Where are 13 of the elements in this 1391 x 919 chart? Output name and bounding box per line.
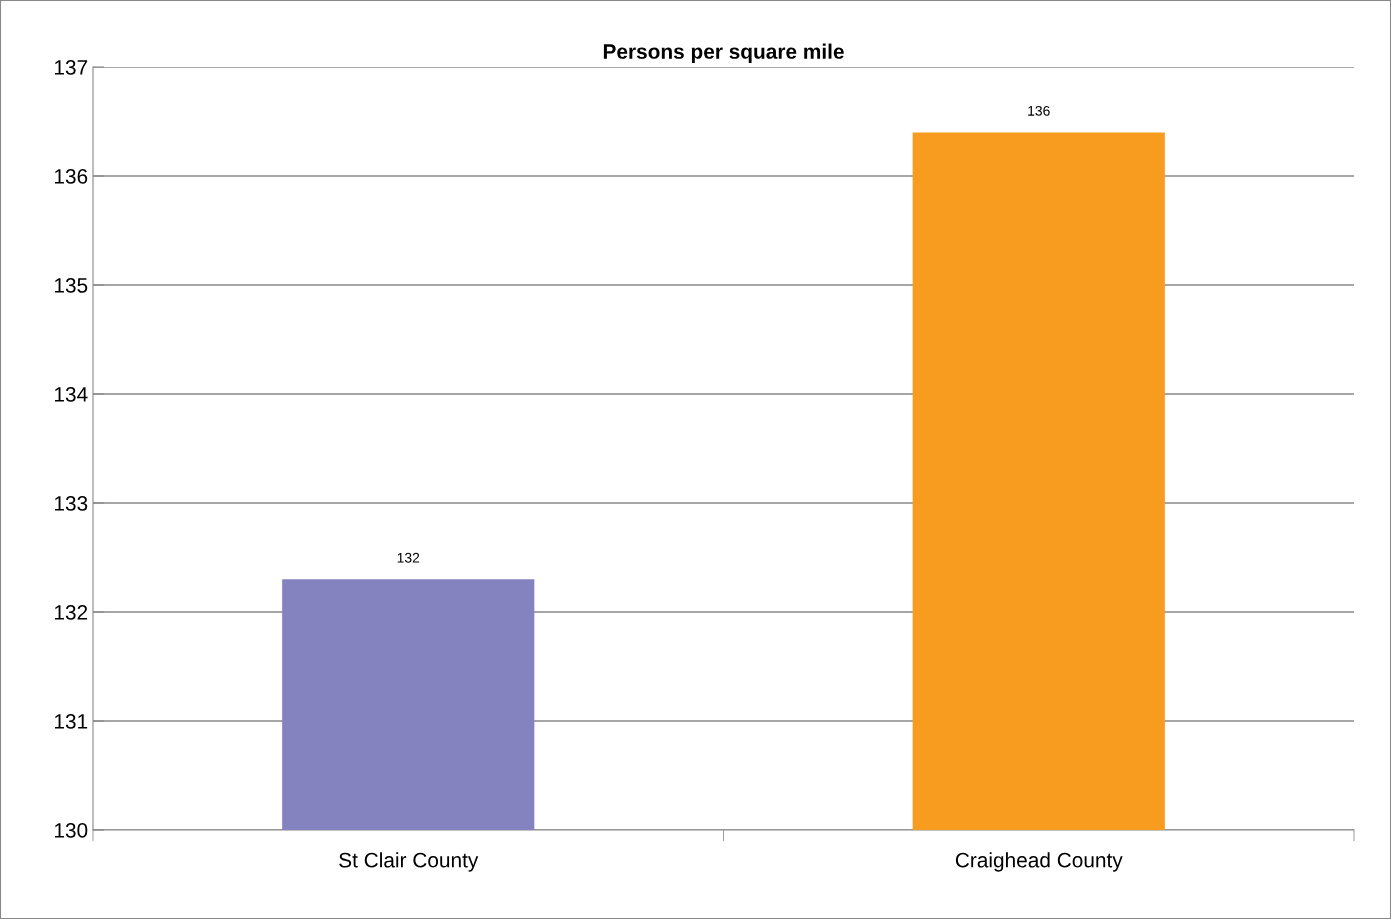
y-tick-label: 136	[54, 169, 88, 184]
data-label: 132	[397, 552, 420, 563]
x-tick-label: St Clair County	[339, 852, 479, 872]
data-label: 136	[1028, 105, 1050, 116]
y-tick-label: 130	[54, 823, 88, 838]
x-tick-label: Craighead County	[955, 852, 1123, 872]
y-tick-label: 135	[54, 278, 88, 293]
y-tick-label: 133	[54, 496, 88, 511]
y-tick-label: 134	[54, 387, 88, 402]
y-tick-label: 131	[54, 714, 88, 729]
chart-title: Persons per square mile	[603, 43, 844, 63]
y-tick-label: 132	[54, 605, 88, 620]
y-tick-label: 137	[54, 60, 88, 75]
